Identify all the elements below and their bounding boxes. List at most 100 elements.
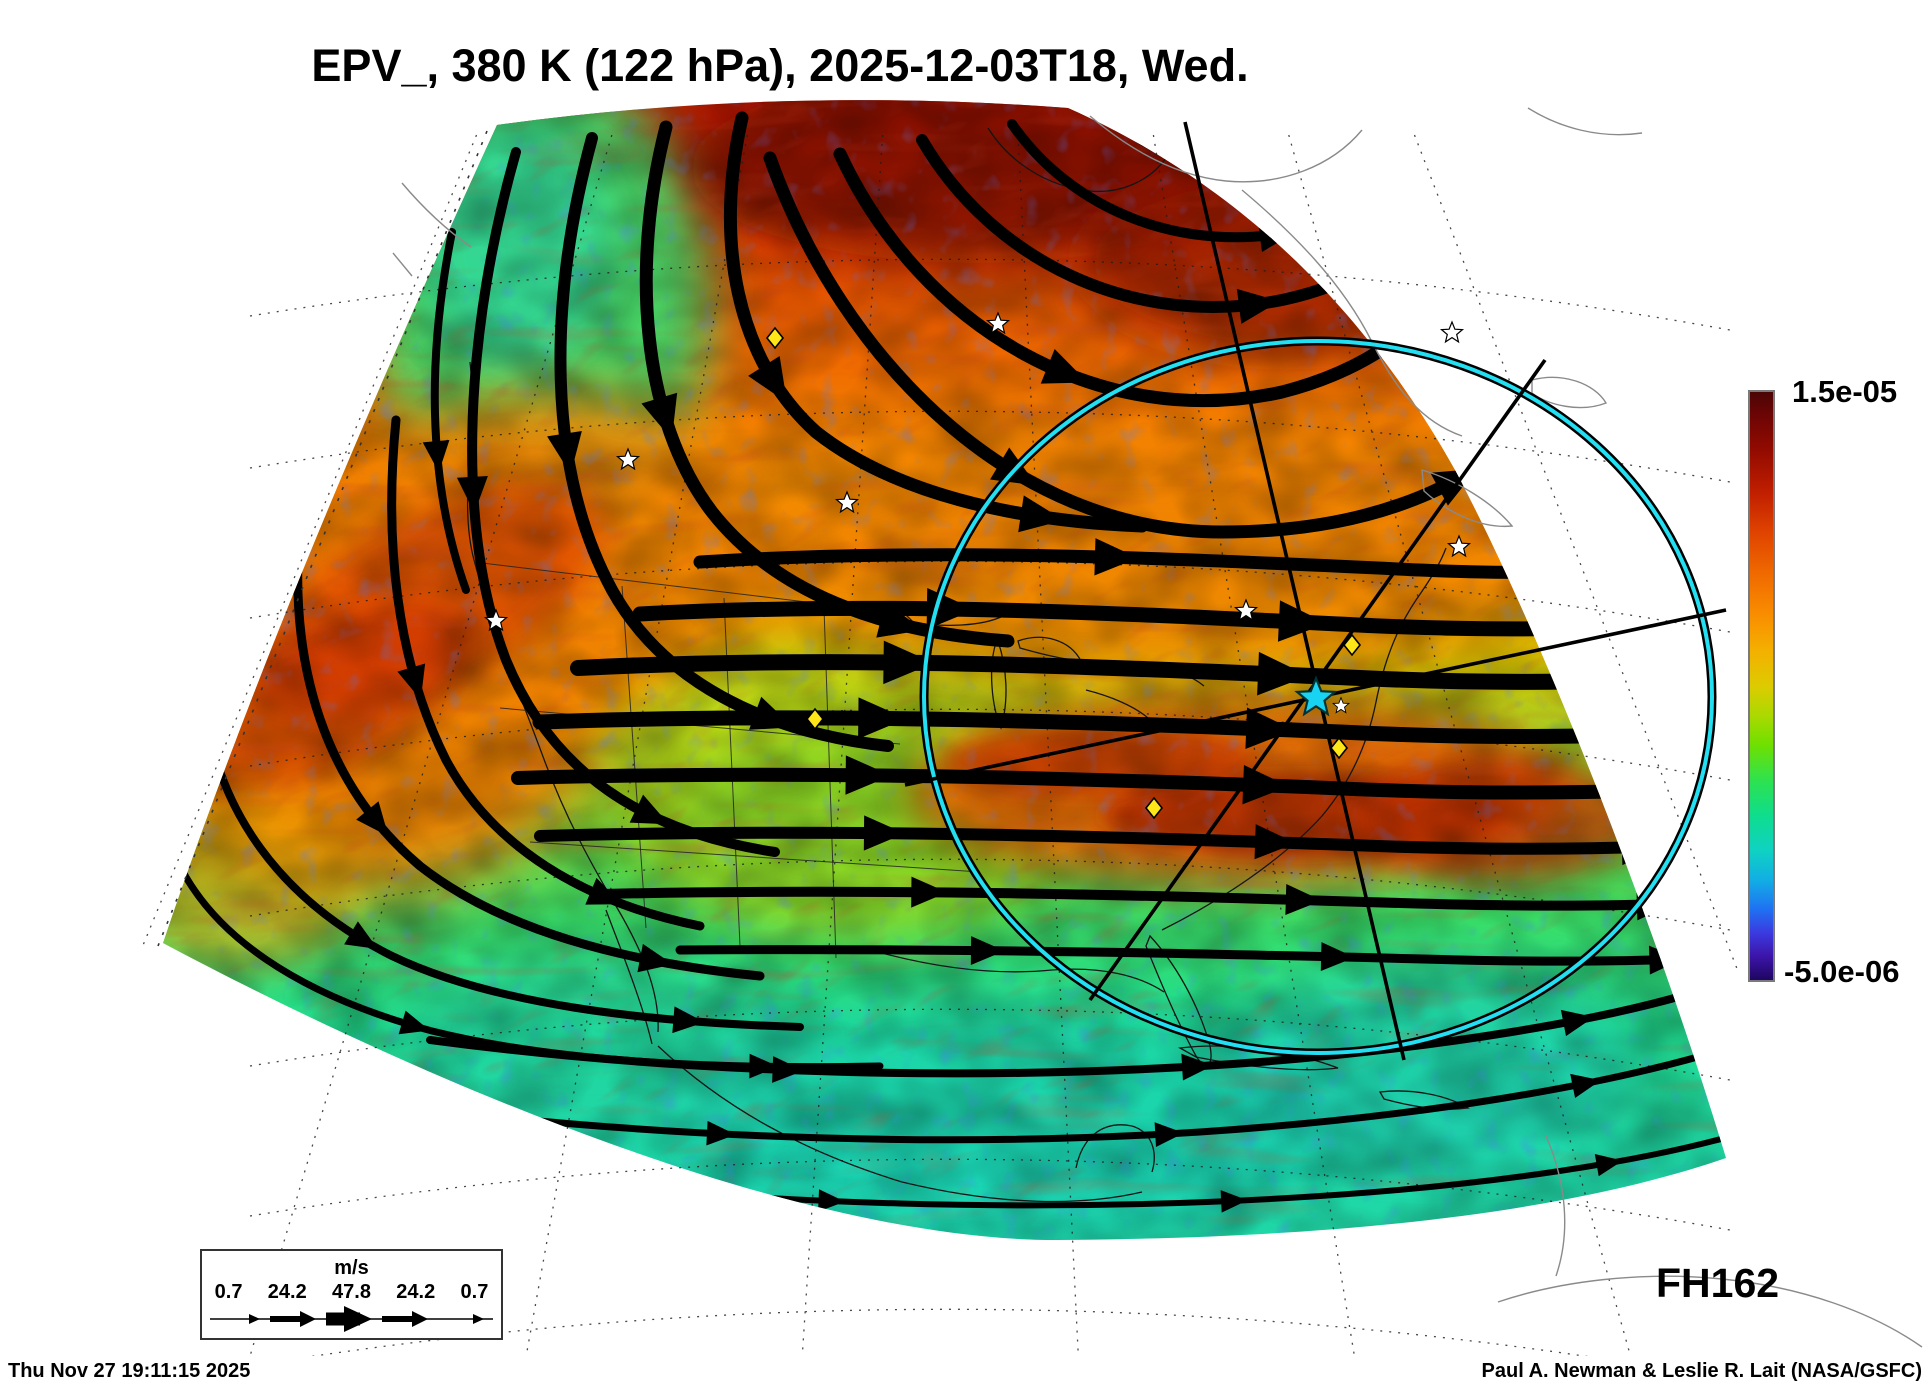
streamline-arrowhead (1181, 1053, 1214, 1081)
streamline-arrowhead (911, 876, 948, 908)
outer-coastline (401, 182, 472, 248)
section-line (1183, 121, 1406, 1061)
streamline-arrowhead (748, 356, 787, 403)
station-star-marker (615, 447, 641, 471)
streamline-arrowhead (356, 801, 389, 837)
streamline-arrowhead (863, 815, 905, 851)
streamline-arrowhead (1608, 658, 1660, 703)
streamline-arrowhead (818, 1189, 845, 1212)
graticule-meridian (142, 134, 478, 950)
streamline-arrowhead (1285, 884, 1322, 915)
streamline-arrowhead (398, 1010, 430, 1035)
streamline-arrowhead (1094, 538, 1139, 576)
small-star-marker (1331, 696, 1351, 714)
outer-coastline (1531, 376, 1608, 409)
streamline-arrowhead (1570, 1073, 1601, 1099)
outer-coastline (1497, 1275, 1923, 1348)
streamline (200, 696, 804, 1031)
streamline-arrowhead (883, 640, 934, 685)
outer-coastline (1241, 189, 1463, 437)
streamline-arrowhead (1236, 288, 1280, 324)
coastline (877, 951, 1165, 993)
fan-edge-ticks (157, 130, 488, 947)
streamline-arrowhead (1560, 553, 1604, 591)
streamline-arrowhead (858, 697, 907, 739)
coastline (605, 909, 653, 1045)
field-noise-gravity-waves (200, 363, 818, 829)
creation-timestamp: Thu Nov 27 19:11:15 2025 (8, 1360, 251, 1382)
state-border (529, 841, 981, 873)
streamline (293, 553, 765, 981)
wind-scale-arrowhead (473, 1314, 484, 1324)
streamline-arrowhead (1594, 1154, 1623, 1177)
station-diamond-marker (1342, 633, 1362, 657)
colorbar (1748, 390, 1775, 982)
coastline (657, 1045, 1143, 1203)
station-star-marker (1446, 534, 1472, 558)
credit-text: Paul A. Newman & Leslie R. Lait (NASA/GS… (1481, 1360, 1922, 1382)
streamline-arrowhead (772, 1056, 804, 1083)
station-diamond-marker (765, 326, 785, 350)
station-star-marker (1233, 598, 1259, 622)
streamline-arrowhead (547, 431, 582, 475)
streamline-arrowhead (422, 439, 450, 473)
station-diamond-marker (1144, 796, 1164, 820)
streamline-arrowhead (629, 794, 669, 825)
station-diamond-marker (1329, 736, 1349, 760)
station-diamond-marker (805, 707, 825, 731)
wind-scale-arrowhead (344, 1306, 372, 1332)
streamline-arrowhead (456, 476, 488, 513)
wind-legend-values: 0.7 24.2 47.8 24.2 0.7 (202, 1281, 501, 1304)
wind-scale-arrowhead (249, 1314, 260, 1324)
outer-coastline (392, 252, 413, 277)
streamline-arrowhead (1242, 764, 1289, 805)
streamline-arrowhead (952, 1244, 976, 1265)
outer-coastline (1545, 1135, 1566, 1277)
wind-streamlines (168, 110, 1726, 1265)
range-ring (922, 339, 1714, 1055)
wind-legend-unit: m/s (334, 1257, 369, 1279)
streamline-arrowhead (1560, 1009, 1595, 1037)
streamline (657, 1237, 1423, 1241)
forecast-hour-label: FH162 (1656, 1260, 1780, 1306)
graticule-meridian (249, 134, 613, 1356)
state-border (621, 585, 647, 929)
streamline-arrowhead (1040, 349, 1088, 384)
field-noise-wave-group (200, 363, 818, 829)
streamline-arrowhead (1257, 651, 1309, 696)
streamline-arrowhead (1609, 714, 1658, 757)
wind-speed-value: 0.7 (214, 1281, 243, 1303)
outer-coastline (1089, 115, 1363, 183)
station-star-marker (834, 490, 860, 514)
wind-speed-value: 24.2 (267, 1281, 307, 1303)
graticule-meridian (525, 134, 748, 1356)
streamline-arrowhead (706, 1120, 736, 1146)
wind-speed-value: 24.2 (396, 1281, 436, 1303)
streamline-arrowhead (1154, 1122, 1185, 1147)
colorbar-min-label: -5.0e-06 (1784, 954, 1900, 989)
wind-speed-value: 47.8 (332, 1281, 371, 1303)
streamline-arrowhead (344, 921, 378, 949)
outer-coastline (1527, 107, 1643, 136)
streamline-arrowhead (1018, 495, 1064, 533)
station-star-marker (1439, 320, 1465, 344)
streamline-arrowhead (397, 663, 426, 700)
coastline (1075, 1124, 1155, 1173)
coastline (1085, 689, 1149, 719)
streamline-arrowhead (1320, 942, 1355, 971)
streamline-arrowhead (637, 943, 674, 973)
wind-speed-legend: m/s 0.7 24.2 47.8 24.2 0.7 (200, 1249, 503, 1340)
launch-site-star-marker (1294, 675, 1338, 717)
wind-speed-value: 0.7 (460, 1281, 489, 1303)
streamline-arrowhead (1245, 707, 1295, 749)
streamline-arrowhead (1615, 771, 1662, 812)
streamline-arrowhead (845, 755, 892, 795)
wind-scale-arrowhead (412, 1311, 428, 1327)
streamline-arrowhead (1621, 830, 1663, 866)
station-star-marker (483, 608, 509, 632)
streamline-arrowhead (672, 1006, 705, 1034)
streamline-arrowhead (641, 392, 678, 440)
streamline-arrowhead (1220, 1190, 1248, 1213)
